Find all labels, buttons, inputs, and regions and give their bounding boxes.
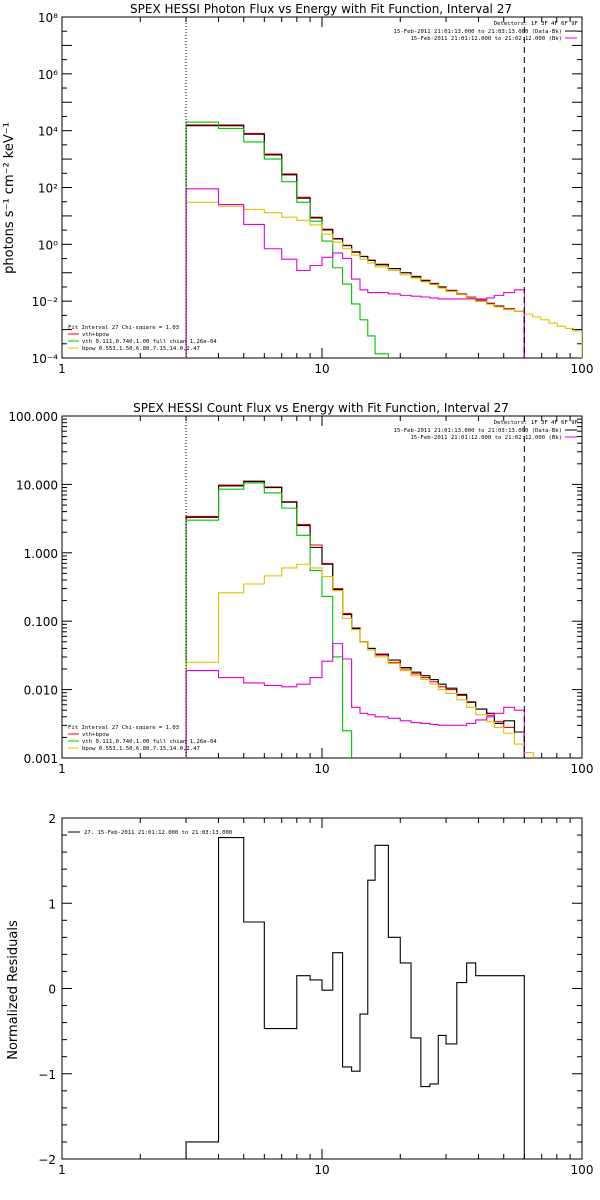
residuals-y-tick-label: −2 [38, 1153, 56, 1167]
count-detectors-label: Detectors: 1F 3F 4F 6F 9F [494, 420, 579, 426]
residuals-x-tick-label: 100 [571, 1163, 594, 1177]
count-y-tick-label: 0.001 [24, 752, 58, 766]
residuals-y-axis-label: Normalized Residuals [6, 920, 21, 1060]
count-legend-entry: 15-Feb-2011 21:01:13.000 to 21:03:13.000… [394, 428, 562, 434]
photon-y-tick-label: 10⁸ [38, 11, 58, 25]
count-y-tick-label: 0.010 [24, 684, 58, 698]
count-flux-panel: SPEX HESSI Count Flux vs Energy with Fit… [8, 401, 593, 776]
residuals-y-tick-label: 2 [48, 812, 56, 826]
count-series-group [185, 480, 534, 758]
residuals-plot-area: 1 10 100 −2 −1 0 1 2 [38, 812, 593, 1177]
photon-fit-legend-entry: Fit Interval 27 Chi-square = 1.03 [68, 325, 179, 331]
residuals-x-tick-label: 10 [314, 1163, 329, 1177]
count-series-bpow [185, 563, 534, 758]
count-fit-legend-entry: vth 0.111,0.740,1.00 full chian 1.26e-04 [82, 739, 217, 745]
photon-legend-entry: 15-Feb-2011 21:01:13.000 to 21:03:13.000… [394, 29, 562, 35]
residuals-legend: 27. 15-Feb-2011 21:01:12.000 to 21:03:13… [68, 830, 232, 836]
count-chart-title: SPEX HESSI Count Flux vs Energy with Fit… [133, 401, 509, 415]
count-series-data-bk [185, 481, 525, 758]
photon-chart-title: SPEX HESSI Photon Flux vs Energy with Fi… [130, 2, 512, 16]
photon-flux-panel: SPEX HESSI Photon Flux vs Energy with Fi… [2, 2, 593, 376]
photon-y-axis-label: photons s⁻¹ cm⁻² keV⁻¹ [2, 122, 17, 274]
count-plot-area: 1 10 100 0.001 0.010 0.100 1.000 10.000 100.000 [8, 410, 593, 776]
photon-series-group [185, 121, 582, 358]
count-fit-legend-entry: vth+bpow [82, 732, 110, 738]
count-legends: Detectors: 1F 3F 4F 6F 9F 15-Feb-2011 21:… [68, 420, 579, 752]
photon-x-tick-label: 10 [314, 362, 329, 376]
count-y-tick-label: 10.000 [16, 478, 58, 492]
residuals-y-tick-label: 1 [48, 897, 56, 911]
photon-plot-area: 1 10 100 10⁻⁴ 10⁻² 10⁰ 10² 10⁴ 10⁶ 10⁸ [32, 11, 594, 376]
photon-y-tick-label: 10² [38, 182, 58, 196]
residuals-x-tick-label: 1 [58, 1163, 66, 1177]
count-legend-entry: 15-Feb-2011 21:01:12.000 to 21:02:12.000… [410, 435, 562, 441]
photon-fit-legend-entry: vth+bpow [82, 332, 110, 338]
photon-series-vth [185, 121, 389, 358]
count-x-tick-label: 10 [314, 762, 329, 776]
count-series-vth-bpow [185, 480, 525, 758]
count-x-tick-label: 1 [58, 762, 66, 776]
photon-series-data-bk [185, 125, 525, 358]
count-x-tick-label: 100 [571, 762, 594, 776]
photon-y-tick-label: 10⁻² [32, 295, 59, 309]
residuals-panel: Normalized Residuals 1 10 100 −2 −1 0 1 2 27. 1… [6, 812, 593, 1177]
photon-series-vth-bpow [185, 124, 525, 358]
count-series-vth [185, 482, 353, 758]
residuals-legend-entry: 27. 15-Feb-2011 21:01:12.000 to 21:03:13… [84, 830, 232, 836]
residuals-y-tick-label: −1 [38, 1068, 56, 1082]
photon-y-tick-label: 10⁶ [38, 68, 58, 82]
count-fit-legend-entry: Fit Interval 27 Chi-square = 1.03 [68, 725, 179, 731]
photon-legends: Detectors: 1F 3F 4F 6F 9F 15-Feb-2011 21:… [68, 21, 579, 352]
count-fit-legend-entry: bpow 0.553,1.50,6.80,7.15,14.0,2.47 [82, 746, 200, 752]
residuals-series-27-15-feb-2011-21-01-12-000-to-21-03-13-000 [185, 837, 525, 1159]
residuals-y-tick-label: 0 [48, 983, 56, 997]
residuals-series-group [185, 837, 525, 1159]
photon-fit-legend-entry: vth 0.111,0.740,1.00 full chian 1.26e-04 [82, 339, 217, 345]
photon-y-tick-label: 10⁰ [38, 238, 58, 252]
photon-detectors-label: Detectors: 1F 3F 4F 6F 9F [494, 21, 579, 27]
count-y-tick-label: 100.000 [8, 410, 58, 424]
photon-y-tick-label: 10⁴ [38, 125, 58, 139]
photon-series-bpow [185, 201, 582, 358]
photon-fit-legend-entry: bpow 0.553,1.50,6.80,7.15,14.0,2.47 [82, 346, 200, 352]
count-y-tick-label: 1.000 [24, 547, 58, 561]
photon-series-bk [185, 188, 525, 358]
photon-legend-entry: 15-Feb-2011 21:01:12.000 to 21:02:12.000… [410, 36, 562, 42]
photon-y-tick-label: 10⁻⁴ [32, 352, 59, 366]
photon-x-tick-label: 1 [58, 362, 66, 376]
photon-x-tick-label: 100 [571, 362, 594, 376]
count-y-tick-label: 0.100 [24, 615, 58, 629]
count-series-bk [185, 643, 525, 758]
